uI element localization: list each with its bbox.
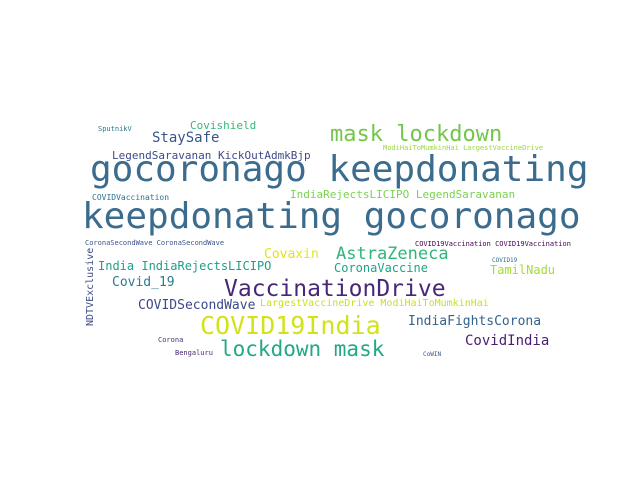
word-gocoronago-keepdonating: gocoronago keepdonating <box>90 149 589 190</box>
word-coronasecondwave-coronasecondwave: CoronaSecondWave CoronaSecondWave <box>85 239 225 247</box>
word-coronavaccine: CoronaVaccine <box>334 261 428 275</box>
word-keepdonating-gocoronago: keepdonating gocoronago <box>82 196 581 237</box>
word-corona: Corona <box>158 336 184 344</box>
word-legendsaravanan-kickoutadmkbjp: LegendSaravanan KickOutAdmkBjp <box>112 149 311 162</box>
word-astrazeneca: AstraZeneca <box>336 244 449 264</box>
word-india-indiarejectslicipo: India IndiaRejectsLICIPO <box>98 259 272 273</box>
word-cowin: CoWIN <box>423 351 442 358</box>
word-covidsecondwave: COVIDSecondWave <box>138 298 256 313</box>
word-ndtvexclusive: NDTVExclusive <box>85 247 96 326</box>
word-indiafightscorona: IndiaFightsCorona <box>408 314 542 329</box>
word-tamilnadu: TamilNadu <box>490 263 556 277</box>
word-modihaitomumkinhai-largestvaccinedrive: ModiHaiToMumkinHai LargestVaccineDrive <box>383 144 544 152</box>
word-largestvaccinedrive-modihaitomumkinhai: LargestVaccineDrive ModiHaiToMumkinHai <box>260 298 489 309</box>
word-vaccinationdrive: VaccinationDrive <box>224 276 446 302</box>
word-covaxin: Covaxin <box>264 247 319 262</box>
word-sputnikv: SputnikV <box>98 125 132 133</box>
word-staysafe: StaySafe <box>152 130 220 146</box>
word-covid19vaccination-covid19vaccination: COVID19Vaccination COVID19Vaccination <box>415 240 571 248</box>
word-lockdown-mask: lockdown mask <box>220 337 385 361</box>
word-covid19: COVID19 <box>492 257 518 264</box>
word-mask-lockdown: mask lockdown <box>330 122 503 147</box>
word-covidvaccination: COVIDVaccination <box>92 193 170 202</box>
word-covid-19: Covid_19 <box>112 275 175 290</box>
word-covidindia: CovidIndia <box>465 333 550 349</box>
word-covishield: Covishield <box>190 119 257 132</box>
word-covid19india: COVID19India <box>200 311 381 340</box>
word-bengaluru: Bengaluru <box>175 349 213 357</box>
word-indiarejectslicipo-legendsaravanan: IndiaRejectsLICIPO LegendSaravanan <box>290 188 516 201</box>
